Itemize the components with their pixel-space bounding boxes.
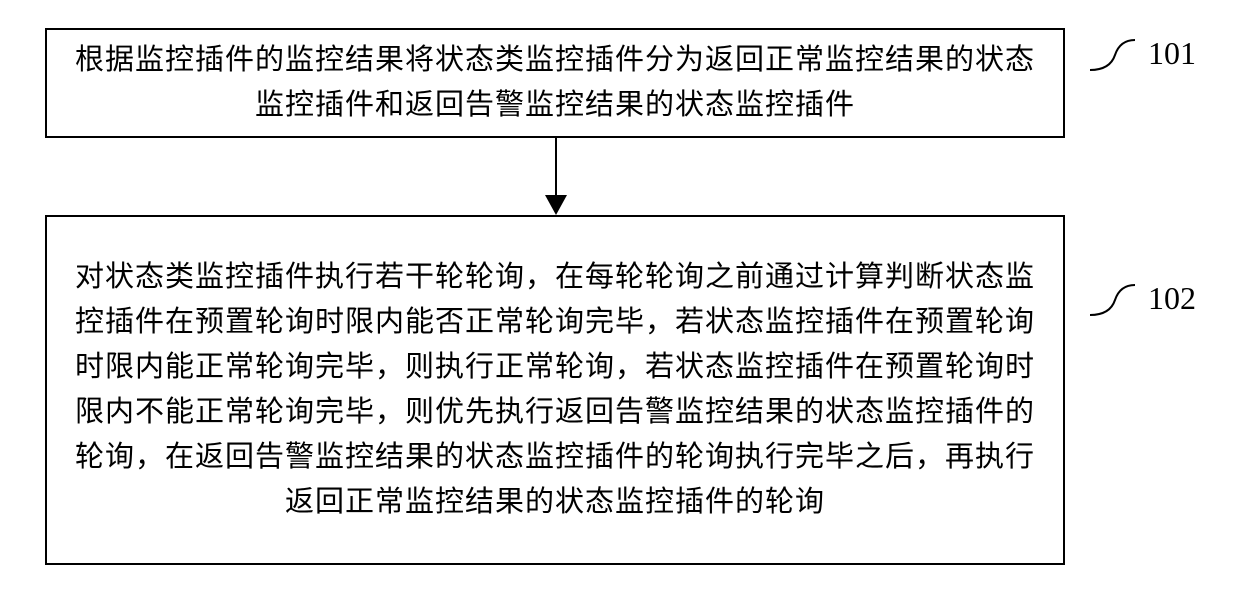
bracket-icon <box>1090 15 1140 75</box>
label-bracket-1: 101 <box>1090 15 1210 75</box>
label-1-number: 101 <box>1148 35 1196 72</box>
flowchart-node-1: 根据监控插件的监控结果将状态类监控插件分为返回正常监控结果的状态监控插件和返回告… <box>45 28 1065 138</box>
label-2-number: 102 <box>1148 280 1196 317</box>
bracket-icon <box>1090 260 1140 320</box>
flowchart-node-2: 对状态类监控插件执行若干轮轮询，在每轮轮询之前通过计算判断状态监控插件在预置轮询… <box>45 215 1065 565</box>
node-1-text: 根据监控插件的监控结果将状态类监控插件分为返回正常监控结果的状态监控插件和返回告… <box>67 38 1043 128</box>
node-2-text: 对状态类监控插件执行若干轮轮询，在每轮轮询之前通过计算判断状态监控插件在预置轮询… <box>67 255 1043 525</box>
arrow-line <box>555 138 557 200</box>
label-bracket-2: 102 <box>1090 260 1210 320</box>
arrow-head <box>545 195 567 215</box>
flowchart-container: 根据监控插件的监控结果将状态类监控插件分为返回正常监控结果的状态监控插件和返回告… <box>0 0 1240 591</box>
